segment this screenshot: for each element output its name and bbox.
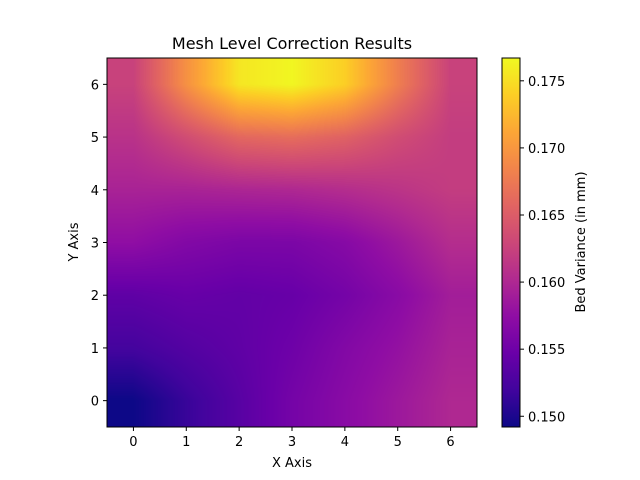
y-tick-label: 4 <box>91 184 99 199</box>
colorbar <box>501 57 521 428</box>
y-axis-label: Y Axis <box>67 222 82 262</box>
y-tick-label: 5 <box>91 131 99 146</box>
y-tick-label: 1 <box>91 342 99 357</box>
x-axis-label: X Axis <box>272 456 312 471</box>
colorbar-tick-label: 0.170 <box>528 142 565 157</box>
x-tick-label: 2 <box>235 435 243 450</box>
y-tick-label: 0 <box>91 395 99 410</box>
colorbar-tick-label: 0.160 <box>528 276 565 291</box>
x-axis-ticks: 0 1 2 3 4 5 6 <box>129 427 455 450</box>
colorbar-ticks: 0.150 0.155 0.160 0.165 0.170 0.175 <box>520 75 565 425</box>
colorbar-tick-label: 0.155 <box>528 343 565 358</box>
x-tick-label: 5 <box>394 435 402 450</box>
x-tick-label: 0 <box>129 435 137 450</box>
y-tick-label: 3 <box>91 237 99 252</box>
heatmap-image <box>107 58 477 427</box>
y-axis-ticks: 0 1 2 3 4 5 6 <box>91 78 107 410</box>
x-tick-label: 1 <box>182 435 190 450</box>
y-tick-label: 2 <box>91 289 99 304</box>
x-tick-label: 6 <box>446 435 454 450</box>
x-tick-label: 3 <box>288 435 296 450</box>
colorbar-label: Bed Variance (in mm) <box>574 171 589 312</box>
colorbar-tick-label: 0.165 <box>528 209 565 224</box>
colorbar-tick-label: 0.175 <box>528 75 565 90</box>
chart-title: Mesh Level Correction Results <box>172 34 412 53</box>
y-tick-label: 6 <box>91 78 99 93</box>
x-tick-label: 4 <box>341 435 349 450</box>
colorbar-tick-label: 0.150 <box>528 410 565 425</box>
